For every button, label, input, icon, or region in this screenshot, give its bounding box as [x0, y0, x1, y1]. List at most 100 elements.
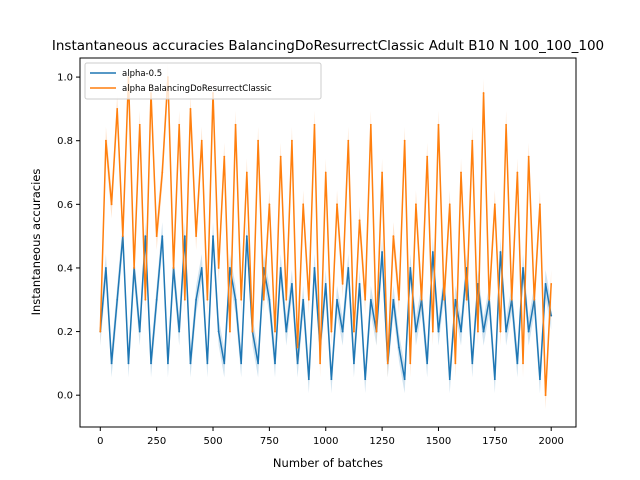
data-point-0-72 [505, 331, 507, 333]
data-point-1-51 [387, 362, 389, 364]
data-point-1-61 [443, 299, 445, 301]
data-point-1-22 [223, 156, 225, 158]
data-point-1-16 [190, 108, 192, 110]
data-point-0-43 [342, 331, 344, 333]
data-point-1-25 [240, 299, 242, 301]
x-tick-label: 1750 [482, 436, 507, 447]
data-point-0-28 [257, 362, 259, 364]
data-point-0-15 [184, 235, 186, 237]
data-point-1-46 [359, 219, 361, 221]
data-point-0-46 [359, 283, 361, 285]
data-point-1-1 [105, 140, 107, 142]
data-point-0-64 [460, 331, 462, 333]
data-point-1-4 [122, 235, 124, 237]
data-point-0-66 [471, 362, 473, 364]
data-point-0-21 [218, 331, 220, 333]
data-point-0-70 [494, 378, 496, 380]
data-point-0-38 [314, 267, 316, 269]
x-tick-label: 0 [97, 436, 103, 447]
data-point-0-35 [297, 362, 299, 364]
data-point-1-18 [201, 140, 203, 142]
data-point-1-40 [325, 172, 327, 174]
data-point-1-10 [156, 235, 158, 237]
data-point-0-68 [483, 331, 485, 333]
data-point-1-42 [336, 203, 338, 205]
data-point-1-54 [404, 140, 406, 142]
data-point-0-11 [161, 235, 163, 237]
data-point-0-36 [302, 299, 304, 301]
data-point-1-11 [161, 172, 163, 174]
data-point-1-52 [392, 235, 394, 237]
data-point-0-53 [398, 347, 400, 349]
data-point-0-34 [291, 283, 293, 285]
data-point-1-72 [505, 124, 507, 126]
data-point-0-48 [370, 299, 372, 301]
data-point-1-23 [229, 331, 231, 333]
data-point-0-3 [116, 299, 118, 301]
data-point-0-47 [364, 378, 366, 380]
data-point-1-38 [314, 124, 316, 126]
x-tick-label: 1000 [313, 436, 338, 447]
data-point-0-54 [404, 378, 406, 380]
data-point-1-41 [330, 331, 332, 333]
data-point-1-58 [426, 156, 428, 158]
legend-label-alpha-balancing: alpha BalancingDoResurrectClassic [122, 84, 272, 94]
data-point-1-15 [184, 299, 186, 301]
data-point-1-55 [409, 362, 411, 364]
data-point-1-73 [511, 299, 513, 301]
data-point-0-37 [308, 378, 310, 380]
data-point-0-17 [195, 299, 197, 301]
data-point-0-8 [144, 235, 146, 237]
data-point-1-71 [500, 331, 502, 333]
data-point-0-75 [522, 267, 524, 269]
data-point-1-57 [421, 299, 423, 301]
data-point-1-80 [550, 283, 552, 285]
data-point-0-9 [150, 362, 152, 364]
data-point-0-55 [409, 267, 411, 269]
data-point-1-37 [308, 299, 310, 301]
data-point-0-20 [212, 235, 214, 237]
data-point-1-13 [173, 267, 175, 269]
data-point-1-77 [533, 299, 535, 301]
data-point-1-48 [370, 124, 372, 126]
y-tick-label: 1.0 [57, 73, 73, 84]
data-point-1-31 [274, 331, 276, 333]
data-point-0-50 [381, 251, 383, 253]
data-point-0-14 [178, 331, 180, 333]
y-tick-label: 0.8 [57, 136, 73, 147]
x-axis-label: Number of batches [273, 456, 383, 470]
data-point-1-36 [302, 203, 304, 205]
data-point-1-47 [364, 299, 366, 301]
data-point-1-79 [545, 394, 547, 396]
data-point-1-0 [99, 331, 101, 333]
x-tick-label: 2000 [538, 436, 563, 447]
data-point-0-45 [353, 362, 355, 364]
x-tick-label: 500 [203, 436, 222, 447]
data-point-0-2 [111, 362, 113, 364]
data-point-1-66 [471, 140, 473, 142]
x-tick-label: 250 [147, 436, 166, 447]
y-tick-label: 0.6 [57, 200, 73, 211]
data-point-0-42 [336, 299, 338, 301]
data-point-0-60 [438, 331, 440, 333]
y-tick-label: 0.4 [57, 263, 73, 274]
data-point-1-8 [144, 299, 146, 301]
data-point-0-22 [223, 362, 225, 364]
chart-title: Instantaneous accuracies BalancingDoResu… [52, 38, 604, 54]
data-point-0-19 [206, 362, 208, 364]
data-point-0-16 [190, 362, 192, 364]
data-point-0-52 [392, 299, 394, 301]
data-point-0-56 [415, 331, 417, 333]
data-point-0-24 [235, 299, 237, 301]
data-point-1-6 [133, 267, 135, 269]
data-point-0-79 [545, 283, 547, 285]
data-point-1-30 [268, 203, 270, 205]
data-point-0-23 [229, 267, 231, 269]
data-point-1-78 [539, 203, 541, 205]
y-tick-label: 0.0 [57, 391, 73, 402]
data-point-1-39 [319, 362, 321, 364]
data-point-1-26 [246, 172, 248, 174]
data-point-1-75 [522, 362, 524, 364]
data-point-0-1 [105, 267, 107, 269]
